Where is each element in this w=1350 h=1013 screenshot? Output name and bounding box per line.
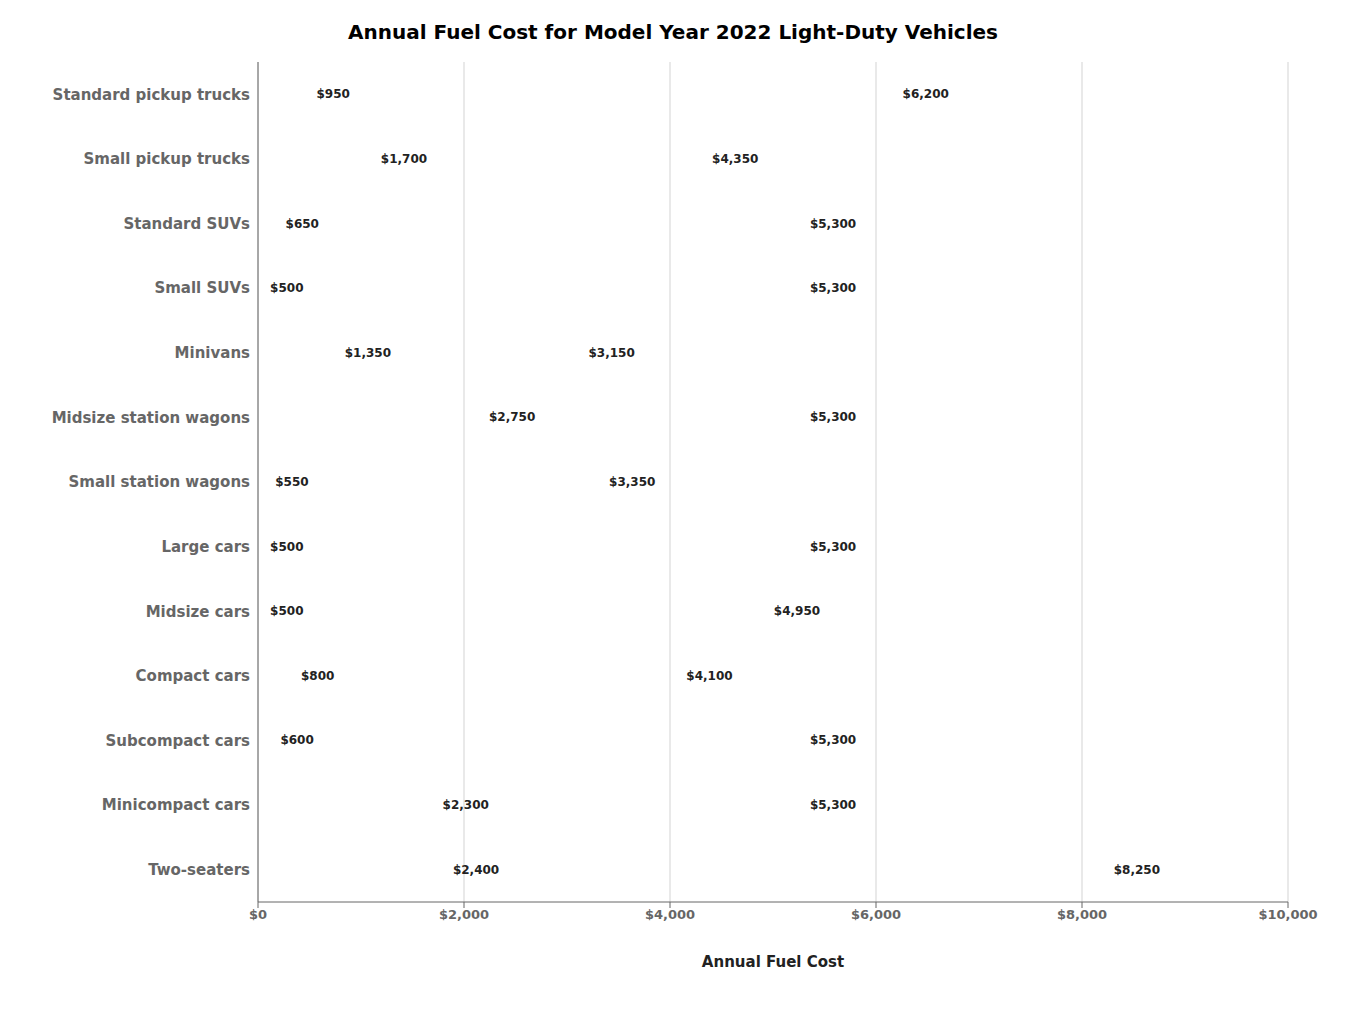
svg-text:Minivans: Minivans (175, 344, 250, 362)
svg-text:Small SUVs: Small SUVs (154, 279, 250, 297)
svg-text:Small station wagons: Small station wagons (69, 473, 251, 491)
svg-text:$5,300: $5,300 (810, 540, 856, 554)
svg-text:$8,000: $8,000 (1057, 907, 1107, 922)
svg-text:Standard pickup trucks: Standard pickup trucks (53, 86, 250, 104)
svg-text:Two-seaters: Two-seaters (148, 861, 250, 879)
svg-text:$5,300: $5,300 (810, 410, 856, 424)
svg-text:$3,150: $3,150 (588, 346, 634, 360)
svg-text:$2,000: $2,000 (439, 907, 489, 922)
svg-text:$5,300: $5,300 (810, 281, 856, 295)
svg-text:$6,200: $6,200 (903, 87, 949, 101)
svg-text:$500: $500 (270, 281, 303, 295)
svg-text:$500: $500 (270, 540, 303, 554)
svg-text:Compact cars: Compact cars (136, 667, 250, 685)
svg-text:$0: $0 (249, 907, 267, 922)
svg-text:$5,300: $5,300 (810, 733, 856, 747)
svg-text:$550: $550 (275, 475, 308, 489)
svg-text:$1,700: $1,700 (381, 152, 427, 166)
svg-text:$4,350: $4,350 (712, 152, 758, 166)
svg-text:$8,250: $8,250 (1114, 863, 1160, 877)
svg-text:$2,750: $2,750 (489, 410, 535, 424)
svg-text:$10,000: $10,000 (1258, 907, 1317, 922)
html-text:Annual Fuel Cost for Model Yea: Annual Fuel Cost for Model Year 2022 Lig… (348, 20, 998, 44)
svg-text:$5,300: $5,300 (810, 798, 856, 812)
svg-text:$950: $950 (316, 87, 349, 101)
svg-text:$2,300: $2,300 (443, 798, 489, 812)
svg-text:$3,350: $3,350 (609, 475, 655, 489)
svg-text:$4,950: $4,950 (774, 604, 820, 618)
svg-text:$2,400: $2,400 (453, 863, 499, 877)
svg-text:Midsize station wagons: Midsize station wagons (52, 409, 250, 427)
svg-text:$500: $500 (270, 604, 303, 618)
svg-text:$800: $800 (301, 669, 334, 683)
svg-text:$4,000: $4,000 (645, 907, 695, 922)
svg-text:$5,300: $5,300 (810, 217, 856, 231)
svg-text:Small pickup trucks: Small pickup trucks (84, 150, 251, 168)
svg-text:$650: $650 (286, 217, 319, 231)
svg-text:$1,350: $1,350 (345, 346, 391, 360)
svg-text:Subcompact cars: Subcompact cars (105, 732, 250, 750)
svg-text:Midsize cars: Midsize cars (146, 603, 250, 621)
svg-text:$600: $600 (280, 733, 313, 747)
svg-text:$4,100: $4,100 (686, 669, 732, 683)
svg-text:Annual Fuel Cost: Annual Fuel Cost (702, 953, 844, 971)
svg-text:$6,000: $6,000 (851, 907, 901, 922)
svg-text:Large cars: Large cars (161, 538, 250, 556)
svg-text:Standard SUVs: Standard SUVs (123, 215, 250, 233)
svg-text:Minicompact cars: Minicompact cars (102, 796, 250, 814)
